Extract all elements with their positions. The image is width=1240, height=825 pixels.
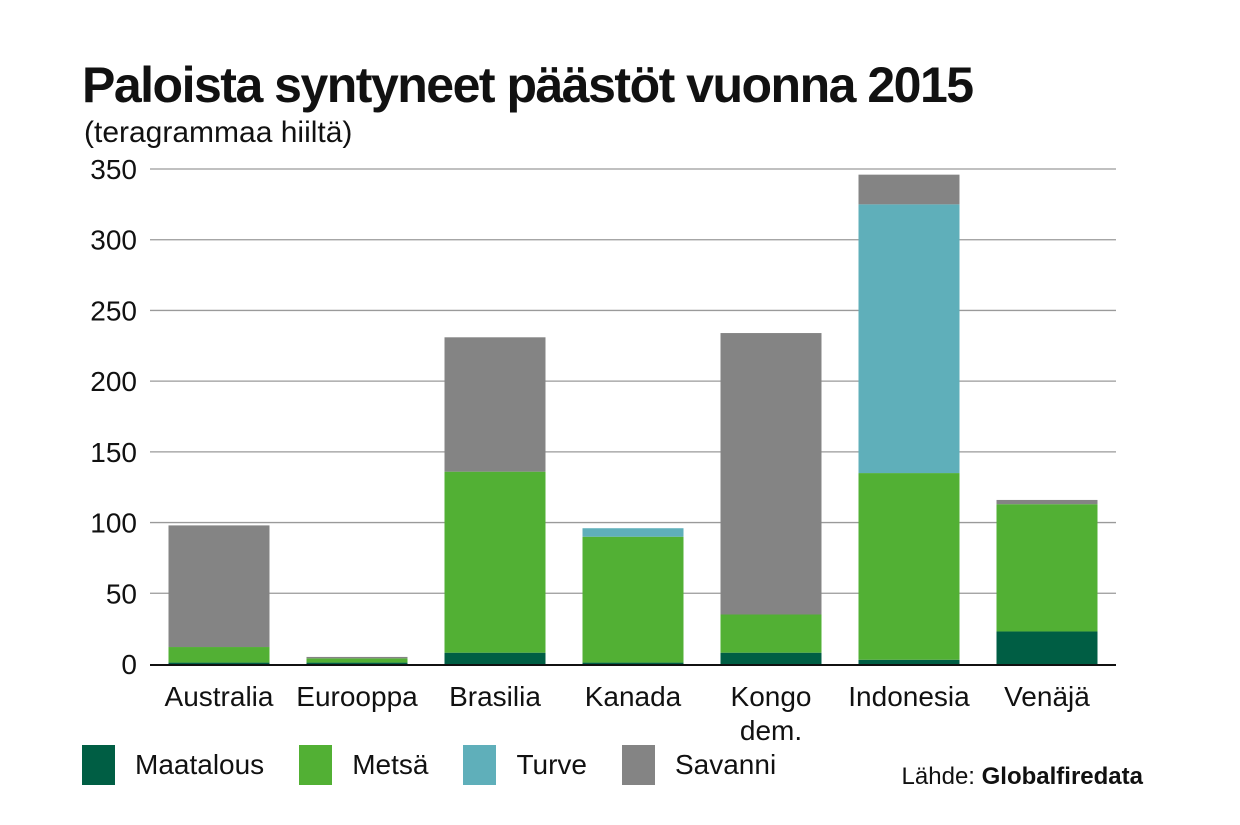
legend-item-turve: Turve [463,745,587,785]
bar-segment [444,652,546,664]
legend-item-savanni: Savanni [621,745,777,785]
legend-label-maatalous: Maatalous [135,749,265,780]
bar-segment [996,631,1098,664]
y-tick-label: 150 [90,437,137,468]
x-category-label: Kanada [585,681,682,712]
chart-subtitle: (teragrammaa hiiltä) [84,116,353,149]
source-note: Lähde: Globalfiredata [902,763,1143,791]
legend-item-metsa: Metsä [299,745,428,785]
x-category-label: Venäjä [1004,681,1090,712]
bar-segment [720,614,822,653]
legend-swatch-turve [463,745,497,785]
bar-segment [444,471,546,653]
x-category-label: Indonesia [848,681,970,712]
bar-segment [444,337,546,472]
bar-segment [582,662,684,664]
y-tick-label: 0 [121,649,137,680]
bar-segment [306,658,408,663]
legend-swatch-savanni [621,745,655,785]
bar-segment [306,656,408,659]
bar-segment [858,174,960,205]
bar-segment [582,528,684,537]
x-category-label: Kongo [731,681,812,712]
y-tick-label: 300 [90,225,137,256]
bar-segment [582,536,684,663]
bar-segment [858,473,960,660]
legend-label-metsa: Metsä [352,749,429,780]
x-axis-labels: Australia Eurooppa Brasilia Kanada Kongodem.… [165,681,1091,746]
y-tick-label: 50 [106,578,137,609]
x-category-label: Brasilia [449,681,541,712]
x-category-label: Eurooppa [296,681,418,712]
bars [168,174,1098,664]
legend: Maatalous Metsä Turve Savanni [82,745,811,785]
source-name: Globalfiredata [981,763,1143,790]
bar-segment [996,499,1098,505]
bar-segment [858,659,960,664]
x-category-label: Australia [165,681,274,712]
bar-segment [168,525,270,648]
y-tick-label: 350 [90,154,137,185]
source-prefix: Lähde: [901,763,982,790]
bar-segment [858,204,960,474]
chart-title: Paloista syntyneet päästöt vuonna 2015 [82,57,974,113]
bar-segment [996,504,1098,632]
y-tick-label: 200 [90,366,137,397]
legend-item-maatalous: Maatalous [82,745,264,785]
bar-segment [168,662,270,664]
x-category-label: dem. [740,715,802,746]
bar-segment [720,333,822,615]
bar-segment [306,662,408,664]
legend-label-savanni: Savanni [674,749,777,780]
legend-swatch-maatalous [82,745,115,785]
legend-label-turve: Turve [516,749,587,780]
y-tick-label: 100 [90,508,137,539]
y-tick-label: 250 [90,295,137,326]
bar-segment [720,652,822,664]
legend-swatch-metsa [299,745,333,785]
y-axis-ticks: 0 50 100 150 200 250 300 350 [90,154,137,680]
bar-segment [168,647,270,663]
